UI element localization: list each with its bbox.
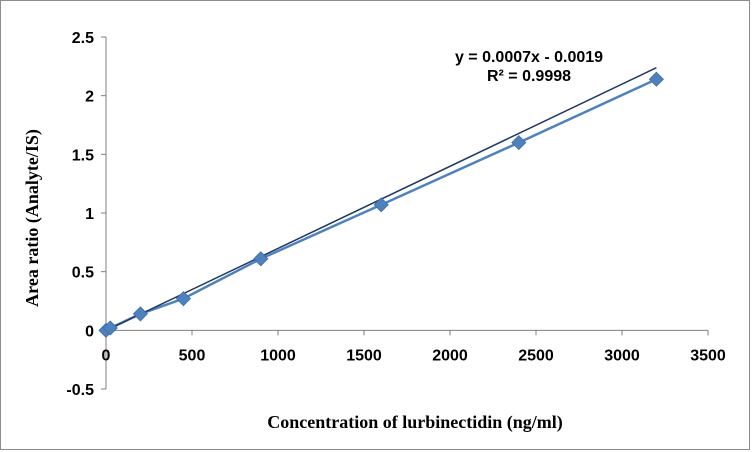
x-tick-labels: 0 500 1000 1500 2000 2500 3000 3500 <box>102 347 726 364</box>
data-point <box>102 320 118 336</box>
data-point <box>175 291 191 307</box>
data-point <box>373 197 389 213</box>
y-axis-title: Area ratio (Analyte/IS) <box>22 129 43 307</box>
x-tick-label: 2500 <box>518 347 554 364</box>
r-squared-label: R² = 0.9998 <box>487 68 571 85</box>
y-tick-label: -0.5 <box>66 382 94 399</box>
data-points <box>98 71 664 338</box>
trendline-equation: y = 0.0007x - 0.0019 <box>455 49 603 66</box>
y-tick-label: 0 <box>85 323 94 340</box>
data-point <box>511 135 527 151</box>
y-tick-label: 2 <box>85 89 94 106</box>
data-point <box>132 306 148 322</box>
y-tick-label: 1.5 <box>72 147 94 164</box>
x-tick-label: 2000 <box>432 347 468 364</box>
y-tick-label: 1 <box>85 206 94 223</box>
x-tick-label: 0 <box>102 347 111 364</box>
data-point <box>648 71 664 87</box>
x-tick-label: 3500 <box>690 347 726 364</box>
y-tick-label: 2.5 <box>72 30 94 47</box>
x-axis-title: Concentration of lurbinectidin (ng/ml) <box>267 412 563 433</box>
y-tick-labels: 2.5 2 1.5 1 0.5 0 -0.5 <box>66 30 94 399</box>
y-tick-label: 0.5 <box>72 265 94 282</box>
x-tick-label: 500 <box>179 347 206 364</box>
x-tick-label: 1000 <box>260 347 296 364</box>
x-tick-label: 3000 <box>604 347 640 364</box>
data-point <box>253 251 269 267</box>
axes <box>101 36 709 390</box>
x-tick-label: 1500 <box>346 347 382 364</box>
